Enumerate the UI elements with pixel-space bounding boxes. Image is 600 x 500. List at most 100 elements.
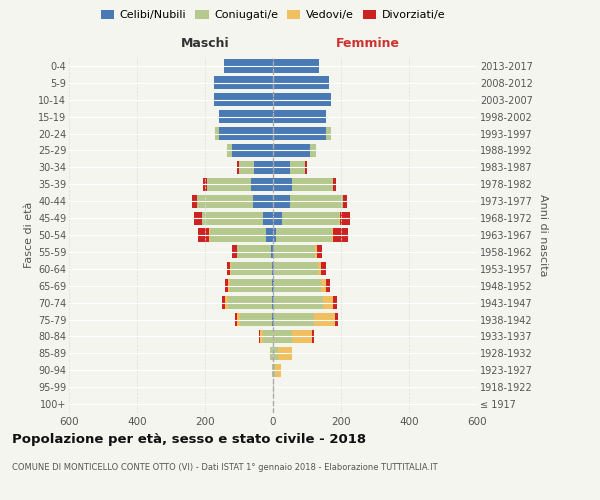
Bar [227, 262, 230, 276]
Bar [197, 228, 209, 241]
Bar [290, 161, 305, 174]
Bar [224, 60, 273, 72]
Bar [274, 279, 321, 292]
Bar [222, 296, 226, 309]
Bar [231, 262, 272, 276]
Bar [273, 380, 274, 394]
Bar [312, 330, 314, 343]
Bar [290, 194, 343, 208]
Bar [321, 262, 326, 276]
Bar [281, 212, 340, 224]
Bar [194, 212, 202, 224]
Legend: Celibi/Nubili, Coniugati/e, Vedovi/e, Divorziati/e: Celibi/Nubili, Coniugati/e, Vedovi/e, Di… [97, 6, 449, 25]
Text: Popolazione per età, sesso e stato civile - 2018: Popolazione per età, sesso e stato civil… [12, 432, 366, 446]
Bar [273, 346, 278, 360]
Bar [238, 161, 239, 174]
Bar [273, 194, 290, 208]
Bar [343, 194, 347, 208]
Bar [323, 296, 333, 309]
Bar [228, 296, 272, 309]
Bar [274, 296, 323, 309]
Bar [230, 279, 272, 292]
Bar [209, 228, 210, 241]
Bar [340, 212, 350, 224]
Bar [274, 246, 315, 258]
Bar [272, 296, 273, 309]
Bar [227, 144, 232, 157]
Bar [203, 178, 206, 191]
Bar [305, 161, 307, 174]
Bar [274, 313, 314, 326]
Bar [273, 110, 326, 124]
Bar [335, 313, 338, 326]
Bar [326, 127, 331, 140]
Bar [266, 228, 273, 241]
Bar [251, 178, 273, 191]
Text: Femmine: Femmine [336, 37, 400, 50]
Bar [273, 313, 274, 326]
Bar [193, 194, 197, 208]
Bar [321, 279, 326, 292]
Bar [273, 144, 310, 157]
Bar [210, 228, 266, 241]
Bar [214, 76, 273, 90]
Bar [273, 296, 274, 309]
Bar [273, 246, 274, 258]
Bar [239, 161, 254, 174]
Bar [273, 228, 276, 241]
Text: Maschi: Maschi [181, 37, 229, 50]
Bar [260, 330, 263, 343]
Bar [236, 246, 238, 258]
Bar [273, 76, 329, 90]
Bar [226, 296, 228, 309]
Bar [273, 262, 274, 276]
Bar [202, 212, 263, 224]
Bar [276, 228, 332, 241]
Bar [232, 246, 236, 258]
Bar [273, 212, 281, 224]
Bar [272, 364, 273, 377]
Bar [273, 60, 319, 72]
Bar [332, 178, 336, 191]
Bar [292, 178, 332, 191]
Y-axis label: Fasce di età: Fasce di età [23, 202, 34, 268]
Bar [253, 194, 273, 208]
Bar [273, 93, 331, 106]
Bar [263, 212, 273, 224]
Bar [254, 161, 273, 174]
Bar [273, 364, 275, 377]
Bar [314, 313, 335, 326]
Bar [226, 279, 228, 292]
Bar [273, 161, 290, 174]
Bar [326, 279, 330, 292]
Bar [292, 330, 312, 343]
Bar [271, 246, 273, 258]
Bar [318, 262, 321, 276]
Bar [259, 330, 260, 343]
Bar [273, 279, 274, 292]
Bar [236, 313, 240, 326]
Bar [240, 313, 272, 326]
Bar [310, 144, 316, 157]
Bar [206, 178, 251, 191]
Bar [275, 364, 281, 377]
Bar [272, 313, 273, 326]
Bar [273, 178, 292, 191]
Bar [232, 144, 273, 157]
Bar [274, 262, 318, 276]
Bar [238, 246, 271, 258]
Bar [269, 346, 270, 360]
Bar [317, 246, 322, 258]
Bar [215, 127, 218, 140]
Bar [333, 296, 337, 309]
Bar [197, 194, 253, 208]
Bar [263, 330, 273, 343]
Bar [273, 127, 326, 140]
Bar [332, 228, 348, 241]
Bar [278, 346, 292, 360]
Bar [315, 246, 317, 258]
Bar [228, 279, 230, 292]
Bar [218, 127, 273, 140]
Bar [270, 346, 273, 360]
Y-axis label: Anni di nascita: Anni di nascita [538, 194, 548, 276]
